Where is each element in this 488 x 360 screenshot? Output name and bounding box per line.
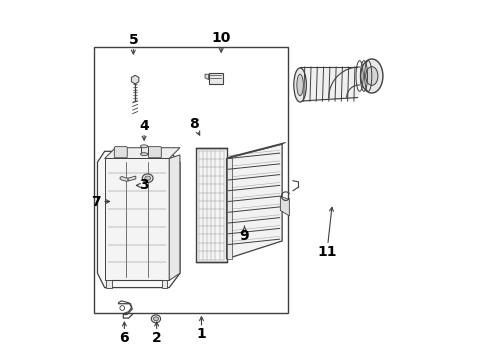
Text: 3: 3	[139, 178, 149, 192]
Text: 6: 6	[119, 331, 129, 345]
Ellipse shape	[144, 176, 150, 180]
Ellipse shape	[142, 174, 153, 183]
FancyBboxPatch shape	[148, 147, 161, 158]
Ellipse shape	[365, 67, 377, 85]
Ellipse shape	[120, 306, 124, 310]
Polygon shape	[204, 74, 208, 80]
Text: 2: 2	[151, 331, 161, 345]
Bar	[140, 146, 147, 154]
Polygon shape	[280, 196, 289, 216]
FancyBboxPatch shape	[114, 147, 127, 158]
Polygon shape	[162, 280, 167, 288]
Polygon shape	[226, 158, 231, 259]
Text: 8: 8	[189, 117, 199, 131]
Bar	[94, 47, 287, 313]
Text: 5: 5	[128, 33, 138, 47]
Bar	[208, 73, 223, 84]
Ellipse shape	[151, 315, 160, 323]
Polygon shape	[328, 67, 359, 98]
Ellipse shape	[140, 145, 147, 148]
Ellipse shape	[153, 317, 158, 321]
Text: 10: 10	[211, 31, 230, 45]
Polygon shape	[169, 155, 180, 280]
Polygon shape	[226, 144, 282, 259]
Polygon shape	[104, 148, 180, 158]
Text: 1: 1	[196, 327, 206, 341]
Polygon shape	[106, 280, 112, 288]
Polygon shape	[226, 142, 285, 158]
Text: 4: 4	[139, 119, 149, 133]
Ellipse shape	[360, 59, 382, 93]
Ellipse shape	[140, 153, 147, 156]
Polygon shape	[97, 151, 180, 288]
Ellipse shape	[296, 74, 303, 96]
Text: 11: 11	[317, 245, 336, 259]
Text: 7: 7	[91, 194, 100, 208]
Polygon shape	[120, 176, 128, 181]
Bar	[196, 148, 226, 262]
Ellipse shape	[293, 68, 306, 102]
Polygon shape	[128, 176, 136, 181]
Polygon shape	[104, 158, 169, 280]
Text: 9: 9	[239, 229, 249, 243]
